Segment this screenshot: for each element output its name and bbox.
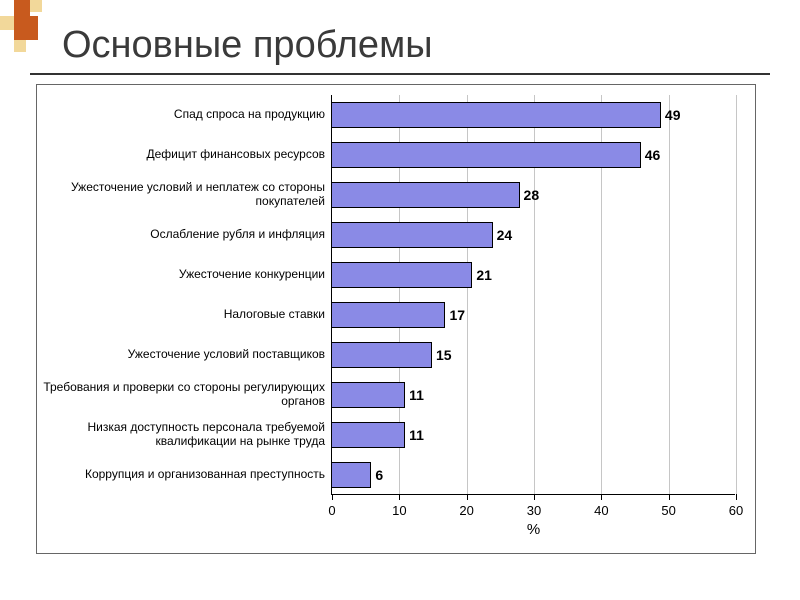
bar-rows: Спад спроса на продукцию 49 Дефицит финанс…	[41, 95, 751, 495]
bar-track: 11	[331, 375, 735, 415]
bar-row: Ужесточение условий и неплатеж со сторон…	[41, 175, 751, 215]
bar-label: Налоговые ставки	[41, 308, 331, 322]
bar-row: Низкая доступность персонала требуемой к…	[41, 415, 751, 455]
bar-track: 11	[331, 415, 735, 455]
bar-track: 17	[331, 295, 735, 335]
deco-square	[14, 0, 30, 16]
bar-value: 6	[371, 467, 383, 483]
bar-label: Ужесточение условий поставщиков	[41, 348, 331, 362]
bar-label: Требования и проверки со стороны регулир…	[41, 381, 331, 409]
bar-row: Ослабление рубля и инфляция 24	[41, 215, 751, 255]
x-tick-label: 30	[527, 503, 541, 518]
bar-row: Дефицит финансовых ресурсов 46	[41, 135, 751, 175]
bar-track: 46	[331, 135, 735, 175]
bar-value: 49	[661, 107, 681, 123]
chart-inner: 0 10 20 30 40 50 60% Спад спроса на продукцию 4…	[41, 89, 751, 549]
bar-label: Дефицит финансовых ресурсов	[41, 148, 331, 162]
bar	[331, 302, 445, 328]
bar-label: Низкая доступность персонала требуемой к…	[41, 421, 331, 449]
bar	[331, 382, 405, 408]
bar-track: 28	[331, 175, 735, 215]
bar-row: Ужесточение конкуренции 21	[41, 255, 751, 295]
bar-value: 11	[405, 387, 424, 403]
x-tick-label: 60	[729, 503, 743, 518]
x-tick-label: 0	[328, 503, 335, 518]
bar-row: Требования и проверки со стороны регулир…	[41, 375, 751, 415]
bar-value: 28	[520, 187, 540, 203]
bar-track: 24	[331, 215, 735, 255]
bar-track: 15	[331, 335, 735, 375]
x-tick-label: 20	[459, 503, 473, 518]
bar-label: Ужесточение конкуренции	[41, 268, 331, 282]
bar-track: 21	[331, 255, 735, 295]
bar	[331, 342, 432, 368]
bar-label: Ослабление рубля и инфляция	[41, 228, 331, 242]
bar-row: Спад спроса на продукцию 49	[41, 95, 751, 135]
bar	[331, 182, 520, 208]
deco-square	[14, 40, 26, 52]
bar-track: 6	[331, 455, 735, 495]
bar	[331, 462, 371, 488]
bar	[331, 222, 493, 248]
bar-row: Ужесточение условий поставщиков 15	[41, 335, 751, 375]
bar-value: 11	[405, 427, 424, 443]
bar	[331, 422, 405, 448]
deco-square	[30, 0, 42, 12]
x-tick-label: 50	[661, 503, 675, 518]
title-container: Основные проблемы	[30, 12, 770, 75]
bar-row: Налоговые ставки 17	[41, 295, 751, 335]
bar-track: 49	[331, 95, 735, 135]
bar	[331, 142, 641, 168]
chart-container: 0 10 20 30 40 50 60% Спад спроса на продукцию 4…	[36, 84, 756, 554]
bar-row: Коррупция и организованная преступность 6	[41, 455, 751, 495]
bar-value: 46	[641, 147, 661, 163]
bar-label: Спад спроса на продукцию	[41, 108, 331, 122]
bar-label: Коррупция и организованная преступность	[41, 468, 331, 482]
bar-value: 24	[493, 227, 513, 243]
page-title: Основные проблемы	[62, 24, 770, 67]
bar-value: 17	[445, 307, 465, 323]
x-axis-label: %	[527, 521, 540, 538]
deco-square	[0, 16, 14, 30]
bar	[331, 102, 661, 128]
bar-label: Ужесточение условий и неплатеж со сторон…	[41, 181, 331, 209]
x-tick-label: 40	[594, 503, 608, 518]
bar-value: 21	[472, 267, 492, 283]
x-tick-label: 10	[392, 503, 406, 518]
bar	[331, 262, 472, 288]
bar-value: 15	[432, 347, 452, 363]
